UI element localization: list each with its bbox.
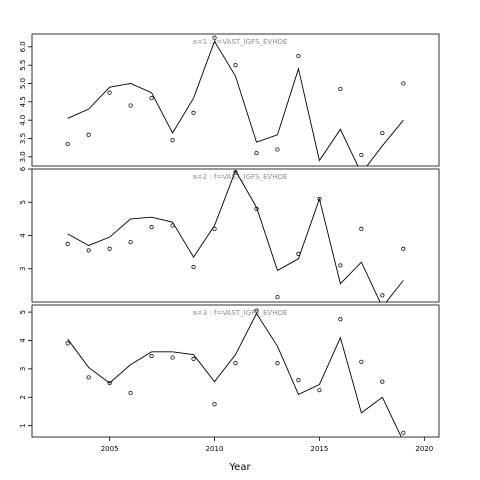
observed-point bbox=[338, 86, 343, 92]
observed-point bbox=[401, 246, 406, 251]
observed-point bbox=[107, 90, 112, 95]
observed-point bbox=[212, 402, 217, 407]
y-tick-label: 3 bbox=[19, 367, 27, 371]
y-tick-label: 3 bbox=[19, 267, 27, 271]
observed-point bbox=[86, 132, 91, 137]
observed-point bbox=[254, 206, 259, 211]
observed-point bbox=[380, 293, 385, 298]
observed-point bbox=[317, 388, 322, 393]
observed-point bbox=[107, 381, 112, 386]
observed-point bbox=[212, 35, 217, 40]
panel-label: a=3 : f=VAST_IGFS_EVHOE bbox=[193, 309, 288, 317]
x-axis: 2005 2010 2015 2020 bbox=[101, 437, 433, 453]
observed-point bbox=[128, 103, 133, 108]
observed-point bbox=[128, 390, 133, 396]
observed-point bbox=[65, 341, 70, 346]
x-tick-label: 2020 bbox=[415, 445, 433, 453]
y-tick-label: 5.5 bbox=[19, 60, 27, 71]
observed-point bbox=[170, 355, 175, 360]
panel-frame bbox=[31, 168, 440, 303]
fitted-line bbox=[67, 169, 404, 302]
observed-point bbox=[149, 96, 154, 101]
observed-point bbox=[317, 196, 322, 201]
panel-frame bbox=[31, 33, 440, 167]
y-tick-label: 3.5 bbox=[19, 133, 27, 144]
x-tick-label: 2015 bbox=[311, 445, 329, 453]
observed-point bbox=[212, 226, 217, 231]
observed-point bbox=[65, 141, 70, 147]
observed-point bbox=[191, 110, 196, 115]
y-tick-label: 5 bbox=[19, 310, 27, 314]
y-tick-label: 3.0 bbox=[19, 151, 27, 162]
observed-point bbox=[233, 63, 238, 68]
y-tick-label: 1 bbox=[19, 423, 27, 427]
observed-point bbox=[275, 361, 280, 366]
x-tick-label: 2005 bbox=[101, 445, 119, 453]
y-tick-label: 5.0 bbox=[19, 78, 27, 89]
observed-point bbox=[296, 53, 301, 59]
panel-label: a=1 : f=VAST_IGFS_EVHOE bbox=[193, 38, 288, 46]
observed-point bbox=[318, 168, 321, 171]
observed-point bbox=[233, 361, 238, 366]
fitted-line bbox=[67, 40, 404, 166]
y-tick-label: 4 bbox=[19, 233, 27, 238]
y-tick-label: 2 bbox=[19, 395, 27, 399]
observed-point bbox=[107, 246, 112, 251]
y-tick-label: 4 bbox=[19, 338, 27, 343]
fitted-line bbox=[67, 312, 402, 437]
observed-point bbox=[275, 147, 280, 152]
y-tick-label: 6 bbox=[19, 166, 27, 171]
panel-1: 3.0 3.5 4.0 4.5 5.0 5.5 6.0 a=1 : f=VAST_IGFS_E… bbox=[19, 33, 440, 171]
observed-point bbox=[296, 251, 301, 256]
observed-point bbox=[254, 151, 259, 156]
observed-point bbox=[86, 248, 91, 253]
observed-point bbox=[191, 356, 196, 361]
chart-panels: 3.0 3.5 4.0 4.5 5.0 5.5 6.0 a=1 : f=VAST_IGFS_E… bbox=[19, 33, 440, 438]
observed-point bbox=[401, 430, 406, 435]
observed-point bbox=[401, 81, 406, 86]
x-tick-label: 2010 bbox=[206, 445, 224, 453]
x-axis-title: Year bbox=[228, 462, 251, 473]
observed-point bbox=[86, 375, 91, 380]
y-tick-label: 4.0 bbox=[19, 115, 27, 126]
observed-point bbox=[149, 354, 154, 359]
panel-frame bbox=[31, 304, 440, 438]
observed-point bbox=[296, 378, 301, 383]
observed-point bbox=[338, 317, 343, 322]
observed-point bbox=[359, 226, 364, 231]
observed-point bbox=[380, 379, 385, 384]
observed-point bbox=[359, 359, 364, 364]
observed-point bbox=[170, 223, 175, 228]
y-tick-label: 5 bbox=[19, 200, 27, 204]
observed-point bbox=[359, 152, 364, 158]
observed-point bbox=[338, 263, 343, 268]
observed-point bbox=[191, 265, 196, 270]
panel-3: 1 2 3 4 5 a=3 : f=VAST_IGFS_EVHOE bbox=[19, 304, 440, 438]
observed-point bbox=[128, 240, 133, 245]
y-tick-label: 4.5 bbox=[19, 96, 27, 107]
panel-label: a=2 : f=VAST_IGFS_EVHOE bbox=[193, 173, 288, 181]
panel-2: 3 4 5 6 a=2 : f=VAST_IGFS_EVHOE bbox=[19, 166, 440, 303]
observed-point bbox=[65, 241, 70, 246]
observed-point bbox=[170, 138, 175, 143]
observed-point bbox=[380, 130, 385, 136]
observed-point bbox=[149, 225, 154, 230]
observed-point bbox=[254, 308, 259, 313]
y-tick-label: 6.0 bbox=[19, 41, 27, 52]
observed-point bbox=[233, 170, 238, 175]
observed-point bbox=[275, 294, 280, 300]
